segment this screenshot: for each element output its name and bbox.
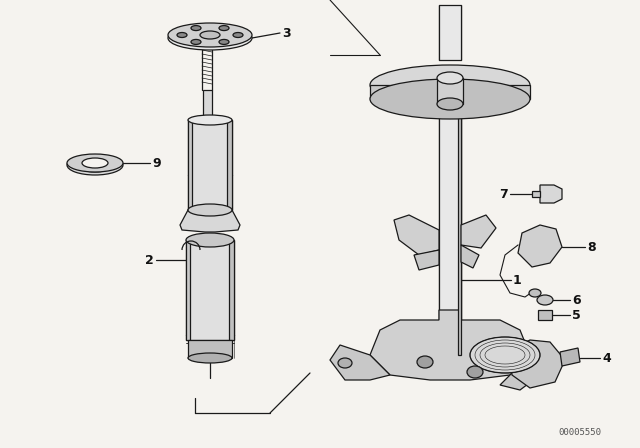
Ellipse shape (437, 98, 463, 110)
FancyBboxPatch shape (227, 120, 232, 210)
Polygon shape (500, 345, 540, 390)
Ellipse shape (67, 155, 123, 175)
Text: 7: 7 (499, 188, 508, 201)
Polygon shape (461, 215, 496, 248)
Ellipse shape (219, 26, 229, 30)
Ellipse shape (188, 115, 232, 125)
Ellipse shape (370, 65, 530, 105)
Text: 2: 2 (145, 254, 154, 267)
Text: 00005550: 00005550 (559, 427, 602, 436)
Ellipse shape (188, 353, 232, 363)
Polygon shape (518, 225, 562, 267)
Ellipse shape (191, 26, 201, 30)
Polygon shape (370, 310, 530, 380)
Polygon shape (461, 245, 479, 268)
FancyBboxPatch shape (370, 85, 530, 99)
Ellipse shape (467, 366, 483, 378)
Ellipse shape (233, 33, 243, 38)
FancyBboxPatch shape (439, 5, 461, 60)
FancyBboxPatch shape (439, 104, 461, 355)
Text: 9: 9 (152, 156, 161, 169)
Ellipse shape (417, 356, 433, 368)
Ellipse shape (67, 154, 123, 172)
FancyBboxPatch shape (186, 240, 190, 340)
Polygon shape (414, 250, 439, 270)
FancyBboxPatch shape (188, 120, 232, 210)
Polygon shape (540, 185, 562, 203)
Ellipse shape (529, 289, 541, 297)
Text: 4: 4 (602, 352, 611, 365)
Ellipse shape (191, 39, 201, 44)
FancyBboxPatch shape (229, 240, 234, 340)
Polygon shape (560, 348, 580, 366)
FancyBboxPatch shape (188, 340, 232, 358)
FancyBboxPatch shape (203, 90, 212, 120)
Ellipse shape (537, 295, 553, 305)
Ellipse shape (168, 23, 252, 47)
Ellipse shape (338, 358, 352, 368)
Text: 6: 6 (572, 293, 580, 306)
Text: 8: 8 (587, 241, 596, 254)
Ellipse shape (186, 233, 234, 247)
Ellipse shape (82, 158, 108, 168)
Ellipse shape (200, 31, 220, 39)
Ellipse shape (470, 337, 540, 373)
Polygon shape (532, 191, 540, 197)
Polygon shape (510, 340, 565, 388)
FancyBboxPatch shape (188, 120, 192, 210)
Polygon shape (180, 210, 240, 232)
Text: 1: 1 (513, 273, 522, 287)
FancyBboxPatch shape (437, 78, 463, 104)
Ellipse shape (168, 26, 252, 50)
Text: 5: 5 (572, 309, 580, 322)
Ellipse shape (370, 79, 530, 119)
Ellipse shape (188, 204, 232, 216)
Ellipse shape (219, 39, 229, 44)
Polygon shape (538, 310, 552, 320)
Ellipse shape (177, 33, 187, 38)
Text: 3: 3 (282, 26, 291, 39)
FancyBboxPatch shape (458, 104, 461, 355)
Ellipse shape (77, 158, 113, 172)
Ellipse shape (437, 72, 463, 84)
Polygon shape (394, 215, 439, 255)
Polygon shape (330, 345, 390, 380)
FancyBboxPatch shape (186, 240, 234, 340)
